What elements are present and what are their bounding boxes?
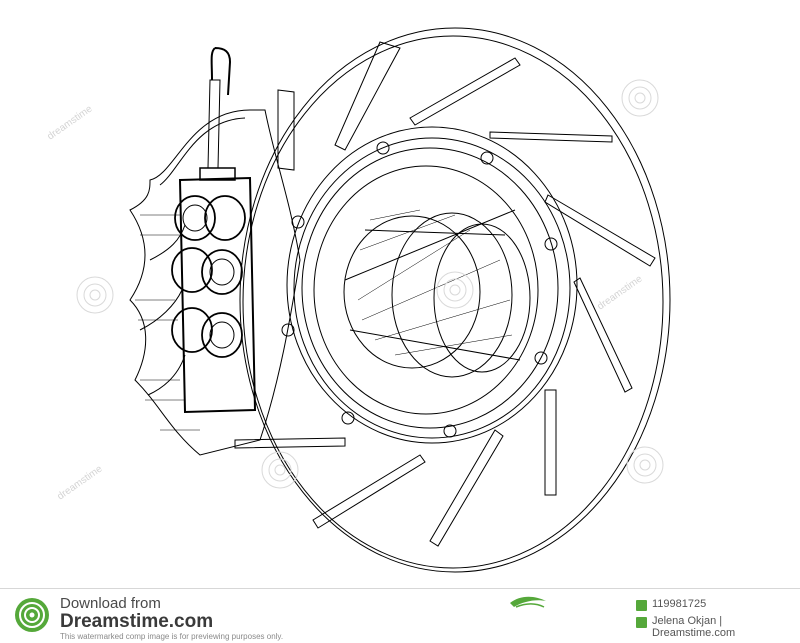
brand-name[interactable]: Dreamstime.com <box>60 611 214 632</box>
stock-footer: Download from Dreamstime.com This waterm… <box>0 588 800 643</box>
author-credit: Jelena Okjan | Dreamstime.com <box>652 615 736 639</box>
watermark <box>76 79 664 489</box>
author-icon <box>636 617 647 628</box>
svg-text:dreamstime: dreamstime <box>55 463 104 502</box>
svg-text:dreamstime: dreamstime <box>45 103 94 142</box>
watermark-disclaimer: This watermarked comp image is for previ… <box>60 632 284 641</box>
brake-disc-rotor <box>239 27 671 573</box>
rotor-slots <box>234 41 656 547</box>
hub-cylinder <box>343 209 531 378</box>
leaf-swoosh-icon <box>510 596 546 608</box>
download-from-label: Download from <box>60 595 161 612</box>
dreamstime-logo-icon <box>15 598 49 632</box>
hub-flange <box>281 126 578 444</box>
caliper-pistons <box>171 195 246 358</box>
image-id: 119981725 <box>652 598 707 610</box>
brake-disc-caliper-drawing: dreamstime dreamstime dreamstime <box>45 27 671 573</box>
image-id-icon <box>636 600 647 611</box>
svg-text:dreamstime: dreamstime <box>595 273 644 312</box>
brake-caliper <box>129 47 301 456</box>
